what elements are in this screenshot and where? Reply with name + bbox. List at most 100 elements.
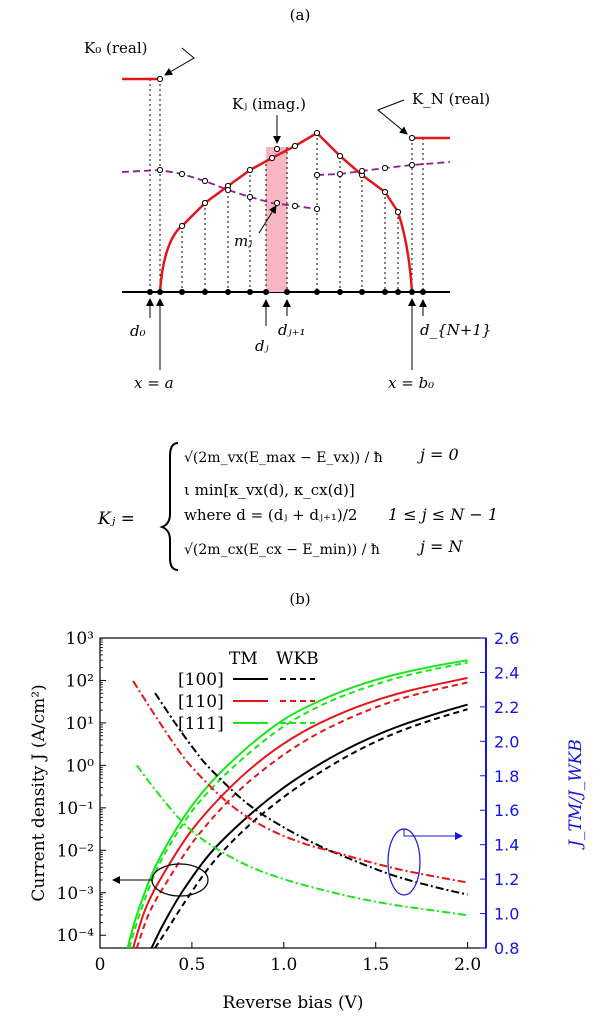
grid-node [359, 289, 365, 295]
data-series [126, 659, 468, 949]
equation-case3-cond: 1 ≤ j ≤ N − 1 [388, 505, 498, 524]
sample-point [313, 129, 321, 137]
sample-point [291, 142, 299, 150]
grid-node [395, 289, 401, 295]
k0-arrow [164, 47, 195, 76]
equation-case3: where d = (dⱼ + dⱼ₊₁)/2 [184, 506, 357, 524]
grid-node [420, 289, 426, 295]
legend-110: [110] [178, 692, 224, 712]
equation-lhs: Kⱼ = [97, 509, 135, 529]
y-tick-label: 10⁻⁴ [57, 926, 95, 946]
mj-arrow [258, 205, 277, 234]
y2-tick-label: 2.4 [494, 663, 519, 682]
xa-label: x = a [134, 374, 174, 392]
grid-node [179, 289, 185, 295]
grid-node [202, 289, 208, 295]
d0-label: d₀ [130, 322, 146, 340]
x-tick-label: 2.0 [454, 955, 481, 975]
sample-point [268, 154, 276, 162]
grid-node [147, 289, 153, 295]
sample-point [313, 205, 321, 213]
sample-point [178, 170, 186, 178]
y-tick-label: 10² [66, 671, 94, 691]
dj-label: dⱼ [255, 337, 269, 355]
mj-label: mⱼ [234, 232, 252, 250]
panel-a-label: (a) [290, 6, 311, 24]
legend: TM WKB [100] [110] [111] [178, 649, 319, 734]
sample-point [381, 188, 389, 196]
sample-point [201, 199, 209, 207]
x-tick-label: 0 [95, 955, 106, 975]
sample-point [381, 164, 389, 172]
y2-tick-label: 2.0 [494, 732, 519, 751]
right-axis-indicator-arrow [403, 829, 463, 840]
panel-b-label: (b) [289, 590, 310, 608]
sample-point [156, 75, 164, 83]
kj-label: Kⱼ (imag.) [232, 95, 306, 113]
y2-tick-label: 1.2 [494, 870, 519, 889]
sample-point [408, 134, 416, 142]
series-4-line [126, 659, 468, 949]
y2-axis-label: J_TM/J_WKB [566, 739, 586, 850]
grid-node [225, 289, 231, 295]
grid-node [314, 289, 320, 295]
sample-point [224, 186, 232, 194]
y2-tick-label: 2.2 [494, 698, 519, 717]
sample-point [313, 171, 321, 179]
y2-tick-label: 2.6 [494, 629, 519, 648]
grid-node [409, 289, 415, 295]
x-tick-label: 1.5 [362, 955, 389, 975]
y-tick-label: 10⁰ [66, 756, 95, 776]
sample-point [156, 166, 164, 174]
sample-point [246, 166, 254, 174]
y2-tick-label: 1.6 [494, 801, 519, 820]
axis-ticks: 0 0.5 1.0 1.5 2.0 10³ 10² 10¹ 10⁰ 10⁻¹ 10⁻² 10⁻³ 10⁻… [57, 629, 520, 975]
mass-curve-right [316, 161, 451, 176]
wavevector-dome [158, 131, 414, 293]
sample-point [201, 177, 209, 185]
series-5-line [128, 661, 468, 949]
series-3-line [135, 681, 468, 949]
y-tick-label: 10⁻² [57, 841, 94, 861]
y2-tick-label: 1.4 [494, 836, 519, 855]
sample-points [147, 75, 426, 295]
current-density-chart: 0 0.5 1.0 1.5 2.0 10³ 10² 10¹ 10⁰ 10⁻¹ 10⁻² 10⁻³ 10⁻… [29, 629, 586, 1013]
series-6-line [154, 692, 468, 896]
grid-node [247, 289, 253, 295]
sample-point [336, 170, 344, 178]
sample-point [273, 145, 281, 153]
dj1-label: dⱼ₊₁ [278, 321, 306, 339]
grid-node [337, 289, 343, 295]
y-tick-label: 10¹ [66, 714, 94, 734]
panel-a-schematic: (a) K₀ (real) Kⱼ (imag.) K_N (real) mⱼ d… [84, 6, 491, 392]
sample-point [394, 208, 402, 216]
equation-case4: √(2m_cx(E_cx − E_min)) / ħ [184, 542, 380, 558]
grid-node [263, 289, 269, 295]
grid-node [382, 289, 388, 295]
slab-j-highlight [266, 147, 287, 292]
y-tick-label: 10⁻¹ [57, 799, 94, 819]
kn-arrow [377, 99, 408, 135]
legend-100: [100] [178, 670, 224, 690]
series-7-line [132, 680, 468, 884]
legend-111: [111] [178, 714, 224, 734]
series-8-line [135, 764, 468, 917]
sample-point [408, 161, 416, 169]
equation-case1: √(2m_vx(E_max − E_vx)) / ħ [184, 450, 383, 466]
kn-label: K_N (real) [412, 90, 490, 108]
grid-node [284, 289, 290, 295]
series-0-line [150, 703, 468, 949]
equation-case2: ι min[κ_vx(d), κ_cx(d)] [184, 481, 355, 499]
right-axis-indicator-ellipse [387, 828, 421, 896]
sample-point [178, 222, 186, 230]
legend-tm-header: TM [229, 649, 258, 669]
grid-node [157, 289, 163, 295]
sample-point [358, 167, 366, 175]
dn1-label: d_{N+1} [420, 321, 491, 339]
mass-curve-left [121, 169, 318, 210]
equation-case4-cond: j = N [417, 537, 464, 556]
sample-point [246, 193, 254, 201]
k0-label: K₀ (real) [84, 39, 147, 57]
discretization-lines [149, 79, 424, 292]
